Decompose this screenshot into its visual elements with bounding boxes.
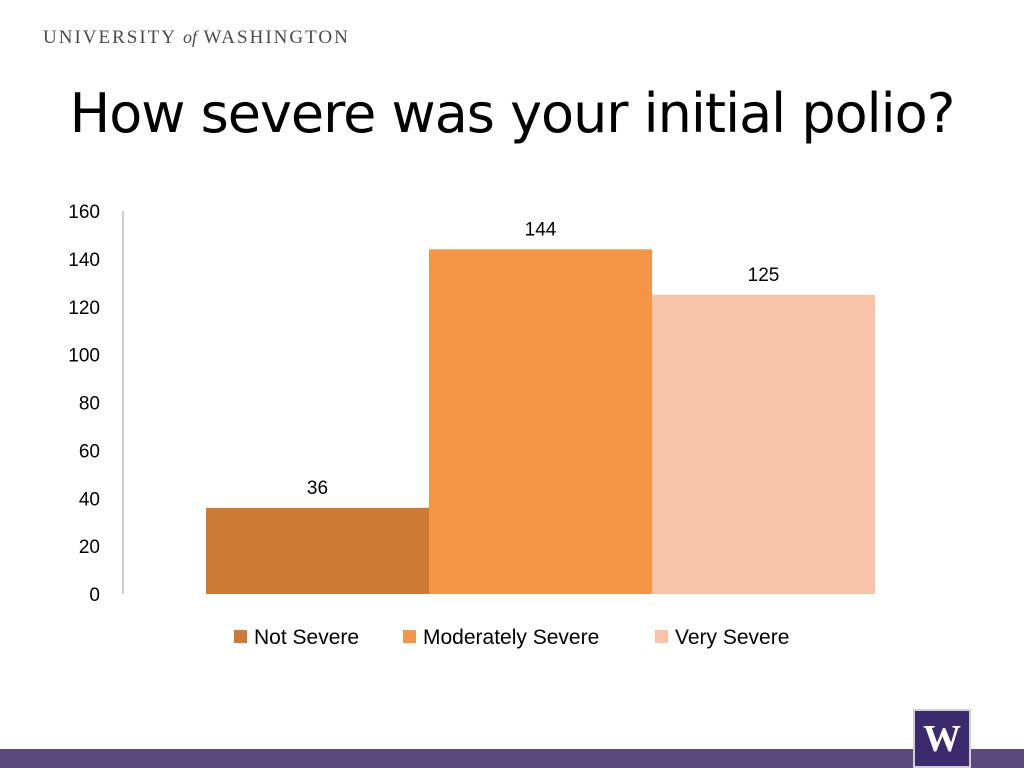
- data-label: 36: [307, 478, 328, 499]
- y-tick-label: 40: [79, 489, 100, 510]
- bar-moderately-severe: [429, 249, 652, 595]
- y-tick-label: 0: [89, 585, 100, 606]
- footer-bar: [0, 749, 1024, 768]
- y-tick-label: 80: [79, 394, 100, 415]
- wordmark-of: of: [183, 27, 198, 47]
- legend-swatch: [655, 630, 668, 643]
- slide-title: How severe was your initial polio?: [69, 82, 956, 145]
- legend-swatch: [234, 630, 247, 643]
- university-wordmark: UNIVERSITY of WASHINGTON: [43, 27, 350, 49]
- legend-label: Moderately Severe: [423, 626, 599, 649]
- bar-very-severe: [652, 294, 875, 594]
- data-label: 144: [525, 219, 557, 240]
- bar-chart: 0 20 40 60 80 100 120 140 160 36 144 125 Not Severe M…: [68, 202, 875, 649]
- legend-swatch: [403, 630, 416, 643]
- y-tick-label: 100: [68, 346, 100, 367]
- y-tick-label: 140: [68, 250, 100, 271]
- legend-label: Very Severe: [675, 626, 789, 649]
- bar-not-severe: [206, 507, 429, 594]
- y-tick-label: 20: [79, 537, 100, 558]
- wordmark-washington: WASHINGTON: [203, 27, 350, 48]
- y-tick-label: 120: [68, 298, 100, 319]
- data-label: 125: [748, 265, 780, 286]
- legend-label: Not Severe: [254, 626, 359, 649]
- uw-logo: W: [913, 709, 971, 768]
- y-tick-label: 160: [68, 202, 100, 223]
- wordmark-university: UNIVERSITY: [43, 27, 177, 48]
- y-tick-label: 60: [79, 441, 100, 462]
